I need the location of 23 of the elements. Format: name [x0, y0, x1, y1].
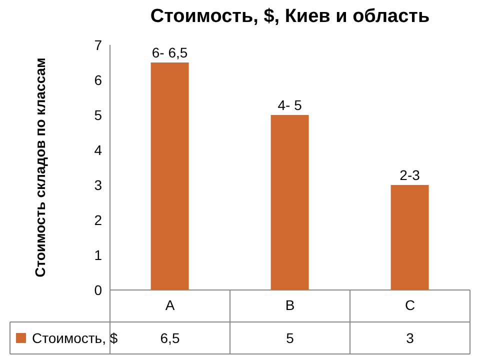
text: 6,5	[160, 330, 180, 346]
x-tick-label: B	[285, 296, 295, 313]
text: 5	[285, 330, 295, 346]
chart-title: Стоимость, $, Киев и область	[149, 6, 431, 28]
y-axis-title: Стоимость складов по классам	[32, 58, 48, 278]
text: 3	[405, 330, 415, 346]
bar	[150, 62, 189, 290]
y-tick-label: 7	[94, 36, 102, 53]
data-label: 4- 5	[278, 97, 302, 113]
bar	[390, 185, 429, 290]
y-tick-label: 4	[94, 142, 102, 158]
y-tick-label: 2	[94, 212, 102, 228]
legend-label: Стоимость, $	[32, 330, 118, 346]
data-label: 6- 6,5	[152, 44, 188, 60]
y-tick-label: 5	[94, 106, 102, 123]
data-label: 2-3	[400, 167, 420, 183]
y-tick-label: 1	[94, 246, 102, 263]
y-tick-label: 6	[94, 72, 102, 88]
bar	[270, 115, 309, 290]
y-tick-label: 3	[94, 176, 102, 193]
x-tick-label: A	[165, 296, 176, 313]
y-tick-label: 0	[94, 282, 102, 298]
x-tick-label: C	[404, 296, 416, 313]
